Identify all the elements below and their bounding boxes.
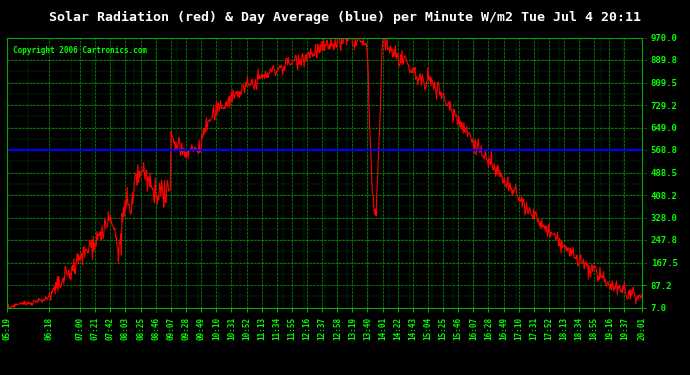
Text: Solar Radiation (red) & Day Average (blue) per Minute W/m2 Tue Jul 4 20:11: Solar Radiation (red) & Day Average (blu… [49,11,641,24]
Text: Copyright 2006 Cartronics.com: Copyright 2006 Cartronics.com [13,46,148,55]
